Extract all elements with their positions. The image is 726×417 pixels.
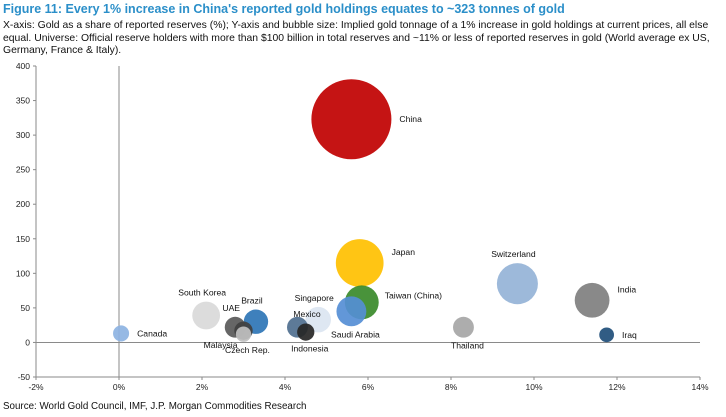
- bubble-label-saudi-arabia: Saudi Arabia: [331, 329, 380, 339]
- bubble-label-india: India: [617, 284, 636, 294]
- x-axis: -2% 0% 2% 4% 6% 8% 10% 12% 14%: [28, 377, 709, 392]
- bubble-label-japan: Japan: [392, 247, 416, 257]
- bubble-saudi-arabia: [336, 296, 367, 327]
- bubble-iraq: [599, 327, 615, 343]
- bubble-label-mexico: Mexico: [293, 309, 320, 319]
- x-tick-label: 12%: [608, 382, 625, 392]
- bubble-labels: China Japan Switzerland India Taiwan (China)…: [137, 114, 637, 355]
- x-tick-label: 6%: [362, 382, 375, 392]
- bubble-label-czech-rep: Czech Rep.: [225, 345, 270, 355]
- bubble-label-thailand: Thailand: [451, 341, 484, 351]
- x-tick-label: 10%: [525, 382, 542, 392]
- bubble-label-uae: UAE: [222, 303, 240, 313]
- x-tick-label: 14%: [691, 382, 708, 392]
- x-tick-label: -2%: [28, 382, 44, 392]
- y-tick-label: 200: [16, 199, 30, 209]
- y-tick-label: 0: [25, 337, 30, 347]
- bubble-label-taiwan-china: Taiwan (China): [385, 290, 442, 300]
- bubbles: [113, 79, 615, 343]
- bubble-switzerland: [496, 263, 538, 305]
- y-tick-label: 350: [16, 96, 30, 106]
- figure-title: Figure 11: Every 1% increase in China's …: [3, 2, 565, 16]
- bubble-china: [311, 79, 392, 160]
- bubble-label-iraq: Iraq: [622, 330, 637, 340]
- bubble-japan: [335, 239, 384, 287]
- y-tick-label: 250: [16, 165, 30, 175]
- x-tick-label: 2%: [196, 382, 209, 392]
- bubble-label-singapore: Singapore: [295, 293, 334, 303]
- y-tick-label: -50: [18, 372, 31, 382]
- y-tick-label: 50: [21, 303, 31, 313]
- bubble-indonesia: [297, 323, 315, 341]
- x-tick-label: 8%: [445, 382, 458, 392]
- bubble-label-canada: Canada: [137, 328, 167, 338]
- y-tick-label: 300: [16, 130, 30, 140]
- bubble-label-switzerland: Switzerland: [491, 249, 536, 259]
- y-tick-label: 100: [16, 268, 30, 278]
- bubble-india: [574, 282, 610, 318]
- figure-subtitle: X-axis: Gold as a share of reported rese…: [3, 20, 710, 56]
- bubble-label-china: China: [399, 114, 422, 124]
- bubble-label-indonesia: Indonesia: [291, 344, 328, 354]
- bubble-label-brazil: Brazil: [241, 296, 263, 306]
- bubble-czech-rep: [235, 326, 252, 342]
- y-tick-label: 150: [16, 234, 30, 244]
- y-axis: -50 0 50 100 150 200 250 300 350 400: [16, 61, 36, 382]
- bubble-label-south-korea: South Korea: [178, 288, 226, 298]
- bubble-thailand: [453, 316, 474, 338]
- y-tick-label: 400: [16, 61, 30, 71]
- figure-source: Source: World Gold Council, IMF, J.P. Mo…: [3, 401, 307, 412]
- x-tick-label: 0%: [113, 382, 126, 392]
- bubble-label-malaysia: Malaysia: [204, 340, 238, 350]
- bubble-canada: [113, 325, 130, 342]
- x-tick-label: 4%: [279, 382, 292, 392]
- bubble-south-korea: [192, 301, 221, 330]
